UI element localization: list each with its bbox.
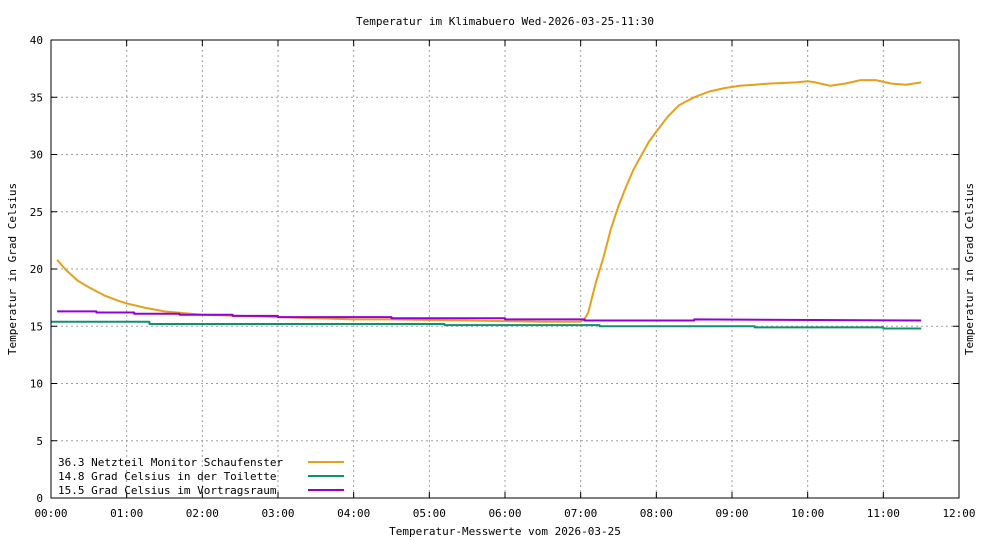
x-axis-label: Temperatur-Messwerte vom 2026-03-25 — [389, 525, 621, 538]
x-tick-label: 10:00 — [791, 507, 824, 520]
legend-label: 15.5 Grad Celsius im Vortragsraum — [58, 484, 277, 497]
x-tick-label: 06:00 — [488, 507, 521, 520]
y-tick-label: 15 — [30, 320, 43, 333]
series-line-0 — [56, 79, 922, 323]
y-tick-label: 0 — [36, 492, 43, 505]
y-tick-label: 35 — [30, 91, 43, 104]
legend-label: 36.3 Netzteil Monitor Schaufenster — [58, 456, 284, 469]
series-line-2 — [57, 310, 922, 322]
x-tick-label: 00:00 — [34, 507, 67, 520]
y-tick-label: 5 — [36, 435, 43, 448]
y-tick-label: 20 — [30, 263, 43, 276]
y-tick-label: 30 — [30, 149, 43, 162]
y-tick-label: 40 — [30, 34, 43, 47]
grid-layer — [51, 40, 959, 498]
x-tick-label: 11:00 — [867, 507, 900, 520]
y2-axis-label: Temperatur in Grad Celsius — [963, 183, 976, 355]
x-tick-label: 12:00 — [942, 507, 975, 520]
series-line-1 — [51, 320, 922, 330]
x-tick-label: 08:00 — [640, 507, 673, 520]
tick-layer: 0 5 10 15 20 25 30 35 40 00:00 01:00 02:00 03:00 04:0… — [30, 34, 976, 520]
y-tick-label: 25 — [30, 206, 43, 219]
legend-label: 14.8 Grad Celsius in der Toilette — [58, 470, 277, 483]
x-tick-label: 05:00 — [413, 507, 446, 520]
x-tick-label: 03:00 — [261, 507, 294, 520]
x-tick-label: 02:00 — [186, 507, 219, 520]
x-tick-label: 09:00 — [715, 507, 748, 520]
x-tick-label: 04:00 — [337, 507, 370, 520]
y-axis-label: Temperatur in Grad Celsius — [6, 183, 19, 355]
x-tick-label: 07:00 — [564, 507, 597, 520]
x-tick-label: 01:00 — [110, 507, 143, 520]
series-layer — [51, 79, 922, 330]
y-tick-label: 10 — [30, 378, 43, 391]
chart-title: Temperatur im Klimabuero Wed-2026-03-25-… — [356, 15, 654, 28]
